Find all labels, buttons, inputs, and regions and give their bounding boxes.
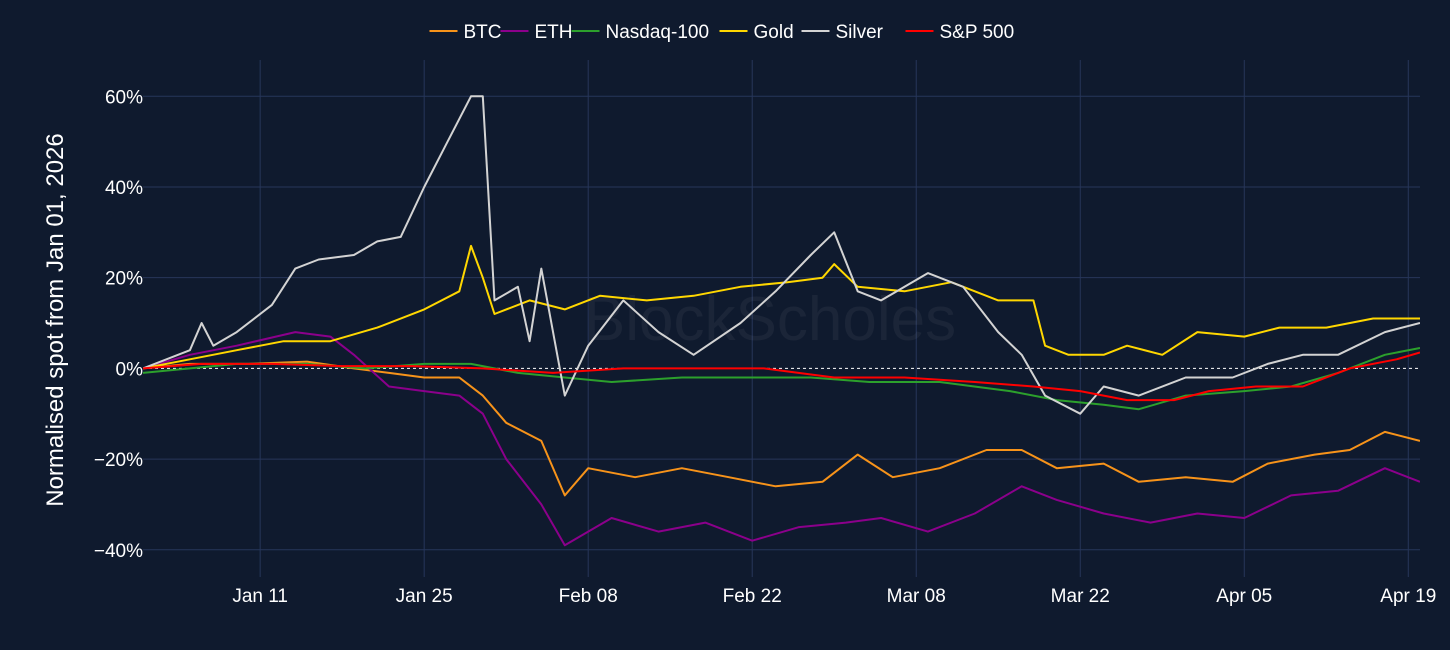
series-line-silver — [143, 95, 1420, 415]
legend-item[interactable]: ETH — [500, 22, 573, 43]
series-line-btc — [143, 360, 1420, 497]
x-tick-label: Apr 05 — [1216, 586, 1272, 607]
legend-item[interactable]: Silver — [801, 22, 884, 43]
y-axis-title: Normalised spot from Jan 01, 2026 — [42, 133, 69, 507]
x-tick-label: Jan 25 — [396, 586, 453, 607]
legend-label: S&P 500 — [940, 22, 1015, 43]
y-tick-label: 0% — [116, 359, 144, 380]
y-axis-ticks: 60% 40% 20% 0% −20% −40% — [94, 87, 143, 562]
legend-label: Silver — [836, 22, 884, 43]
y-tick-label: −20% — [94, 450, 143, 471]
legend-label: BTC — [464, 22, 502, 43]
legend-label: Nasdaq-100 — [606, 22, 710, 43]
legend-item[interactable]: Gold — [719, 22, 794, 43]
series-line-s-p-500 — [143, 351, 1420, 402]
y-tick-label: 60% — [105, 87, 143, 108]
series-lines — [143, 95, 1420, 547]
legend-label: Gold — [754, 22, 794, 43]
y-tick-label: −40% — [94, 541, 143, 562]
legend-label: ETH — [535, 22, 573, 43]
x-tick-label: Jan 11 — [232, 586, 288, 607]
x-tick-label: Mar 22 — [1051, 586, 1110, 607]
legend-item[interactable]: S&P 500 — [905, 22, 1015, 43]
series-line-eth — [143, 331, 1420, 547]
legend-item[interactable]: Nasdaq-100 — [571, 22, 710, 43]
x-tick-label: Apr 19 — [1380, 586, 1436, 607]
series-line-nasdaq-100 — [143, 347, 1420, 411]
y-tick-label: 20% — [105, 269, 143, 290]
x-tick-label: Feb 08 — [559, 586, 618, 607]
x-tick-label: Mar 08 — [887, 586, 946, 607]
legend-item[interactable]: BTC — [429, 22, 502, 43]
series-line-gold — [143, 244, 1420, 370]
x-axis-ticks: Jan 11 Jan 25 Feb 08 Feb 22 Mar 08 Mar 22 Apr … — [232, 586, 1436, 607]
x-tick-label: Feb 22 — [723, 586, 782, 607]
legend: BTC ETH Nasdaq-100 Gold Silver S&P 500 — [429, 22, 1015, 43]
y-tick-label: 40% — [105, 178, 143, 199]
